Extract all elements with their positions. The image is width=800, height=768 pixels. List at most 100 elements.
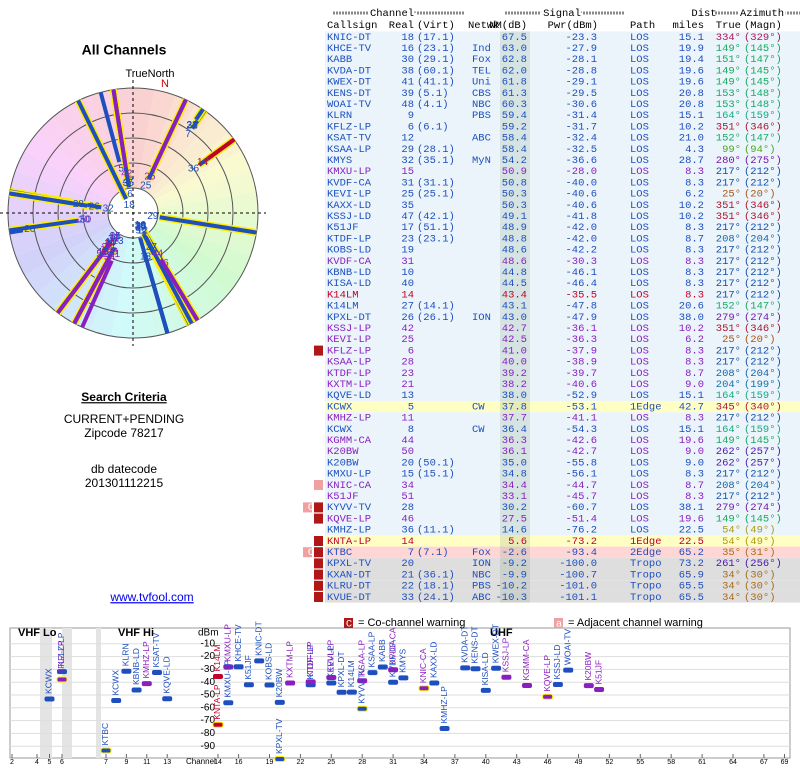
cell-path: LOS <box>630 222 649 234</box>
signal-column <box>500 367 530 379</box>
cell-path: Tropo <box>630 592 662 604</box>
cell-dist: 8.3 <box>685 177 704 189</box>
cell-pwr: -51.4 <box>565 513 597 525</box>
direction-sector <box>24 213 133 294</box>
signal-column <box>500 65 530 77</box>
spoke-label: 7 <box>185 129 191 140</box>
spoke-label: 11 <box>100 244 111 255</box>
cell-true: 280° <box>716 155 741 167</box>
cell-callsign: KNIC-CA <box>327 480 372 492</box>
row-band <box>325 165 800 177</box>
cell-callsign: KHCE-TV <box>327 43 372 55</box>
cell-path: LOS <box>630 424 649 436</box>
cell-real: 46 <box>401 513 414 525</box>
cell-callsign: KGMM-CA <box>327 435 372 447</box>
cell-nm: 49.1 <box>502 211 527 223</box>
signal-spoke <box>98 91 122 163</box>
cell-real: 14 <box>401 289 414 301</box>
cell-magn: (346°) <box>744 323 782 335</box>
cell-path: LOS <box>630 133 649 145</box>
cell-nm: 58.4 <box>502 144 527 156</box>
cell-virt: (25.1) <box>417 189 455 201</box>
cell-real: 33 <box>401 592 414 604</box>
channel-callsign: KMHZ-LP <box>141 641 151 679</box>
cell-magn: (20°) <box>744 189 776 201</box>
channel-callsign: KSAT-TV <box>151 632 161 667</box>
signal-column <box>500 154 530 166</box>
signal-column <box>500 434 530 446</box>
cell-nm: 36.3 <box>502 435 527 447</box>
channel-bar <box>346 689 357 695</box>
cell-callsign: KVUE-DT <box>327 592 371 604</box>
cell-path: LOS <box>630 144 649 156</box>
cell-path: LOS <box>630 480 649 492</box>
cell-pwr: -31.7 <box>565 121 597 133</box>
x-tick-label: 11 <box>143 759 150 766</box>
cell-path: LOS <box>630 99 649 111</box>
spoke-label: 40 <box>105 237 117 248</box>
spoke-label: 50 <box>80 214 92 225</box>
spoke-label: 17 <box>108 233 120 244</box>
cell-path: LOS <box>630 334 649 346</box>
channel-callsign: KWEX-DT <box>490 624 500 663</box>
cell-magn: (199°) <box>744 379 782 391</box>
cell-pwr: -44.7 <box>565 480 597 492</box>
cell-path: LOS <box>630 469 649 481</box>
channel-bar <box>336 689 347 695</box>
cell-dist: 6.2 <box>685 334 704 346</box>
cell-virt: (42.1) <box>417 211 455 223</box>
warning-flag <box>314 569 323 580</box>
cell-nm: 48.6 <box>502 256 527 268</box>
x-tick-label: 67 <box>760 759 768 766</box>
band-label: VHF Hi <box>118 627 154 639</box>
x-tick-label: 2 <box>10 759 14 766</box>
signal-column <box>500 423 530 435</box>
channel-bar <box>131 687 142 693</box>
cell-path: LOS <box>630 155 649 167</box>
y-tick-label: -80 <box>201 728 216 739</box>
cell-callsign: KISA-LD <box>327 278 371 290</box>
cell-magn: (30°) <box>744 569 776 581</box>
spoke-label: 8 <box>143 253 149 264</box>
cell-nm: 27.5 <box>502 513 527 525</box>
group-header: Azimuth <box>740 8 784 20</box>
cell-path: LOS <box>630 177 649 189</box>
cell-dist: 8.3 <box>685 413 704 425</box>
cell-callsign: KOBS-LD <box>327 245 371 257</box>
cell-pwr: -41.1 <box>565 413 597 425</box>
spoke-label: 44 <box>152 248 164 259</box>
spoke-label: 36 <box>188 164 200 175</box>
signal-spoke <box>72 262 109 325</box>
cell-true: 217° <box>716 245 741 257</box>
cell-pwr: -32.4 <box>565 133 597 145</box>
row-band <box>325 289 800 301</box>
cell-pwr: -29.5 <box>565 88 597 100</box>
direction-sector <box>133 170 257 213</box>
db-code: 201301112215 <box>85 476 164 490</box>
signal-column <box>500 98 530 110</box>
cell-dist: 8.7 <box>685 480 704 492</box>
cell-real: 44 <box>401 435 414 447</box>
signal-column <box>500 490 530 502</box>
cell-callsign: KSSJ-LD <box>327 211 371 223</box>
cell-dist: 22.5 <box>679 536 704 548</box>
cell-path: LOS <box>630 77 649 89</box>
spoke-label: 38 <box>135 221 147 232</box>
x-tick-label: 4 <box>35 759 39 766</box>
spoke-label: 39 <box>135 222 147 233</box>
cell-magn: (256°) <box>744 558 782 570</box>
cell-nm: 38.0 <box>502 390 527 402</box>
signal-column <box>500 121 530 133</box>
cell-true: 149° <box>716 435 741 447</box>
cell-nm: 34.8 <box>502 469 527 481</box>
x-tick-label: 34 <box>420 759 428 766</box>
row-band <box>325 423 800 435</box>
cell-true: 217° <box>716 166 741 178</box>
cell-true: 149° <box>716 43 741 55</box>
cell-true: 34° <box>722 592 741 604</box>
cell-magn: (147°) <box>744 133 782 145</box>
site-link[interactable]: www.tvfool.com <box>109 590 193 604</box>
column-header: True <box>716 20 741 32</box>
cell-real: 6 <box>408 121 414 133</box>
cell-real: 26 <box>401 312 414 324</box>
